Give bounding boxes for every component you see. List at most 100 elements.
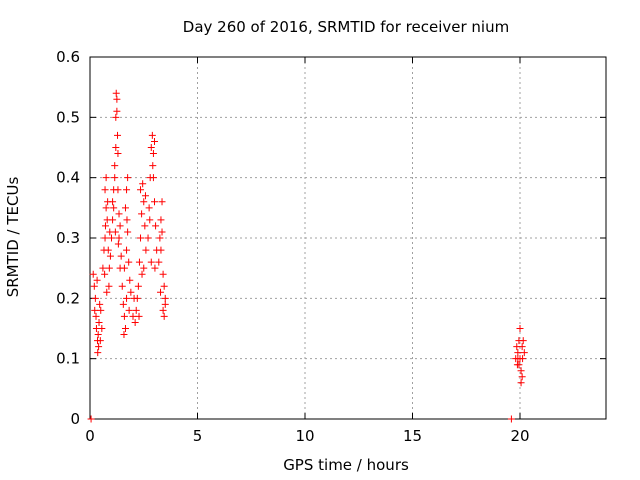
data-point (104, 246, 112, 254)
data-point (90, 282, 98, 290)
data-point (127, 288, 135, 296)
chart-title: Day 260 of 2016, SRMTID for receiver niu… (183, 18, 509, 36)
data-point (112, 113, 120, 121)
x-tick-label: 10 (295, 427, 314, 445)
data-point (132, 306, 140, 314)
plot-frame (89, 56, 607, 420)
data-point (91, 294, 99, 302)
x-tick-label: 20 (510, 427, 529, 445)
data-point (95, 343, 103, 351)
data-point (140, 198, 148, 206)
data-point (161, 294, 169, 302)
data-point (110, 204, 118, 212)
data-point (131, 318, 139, 326)
data-point (124, 228, 132, 236)
x-axis-label: GPS time / hours (283, 456, 409, 474)
x-axis: 0 5 10 15 20 (85, 57, 530, 445)
data-point (149, 162, 157, 170)
data-point (123, 216, 131, 224)
y-tick-label: 0.3 (56, 229, 80, 247)
data-point (157, 246, 165, 254)
data-point (137, 186, 145, 194)
data-point (137, 234, 145, 242)
data-point (102, 204, 110, 212)
data-point (513, 361, 521, 369)
data-point (144, 234, 152, 242)
data-point (114, 240, 122, 248)
data-point (161, 300, 169, 308)
data-point (94, 331, 102, 339)
data-point (130, 294, 138, 302)
data-point (114, 186, 122, 194)
data-point (158, 198, 166, 206)
data-point (101, 234, 109, 242)
data-point (520, 349, 528, 357)
data-point (96, 337, 104, 345)
data-point (121, 325, 129, 332)
data-point (515, 337, 523, 345)
data-point (119, 300, 127, 308)
y-axis: 0 0.1 0.2 0.3 0.4 0.5 0.6 (56, 48, 606, 428)
data-point (129, 312, 137, 320)
data-point (87, 415, 95, 423)
data-point (98, 325, 106, 332)
data-point (135, 258, 143, 266)
data-point (113, 95, 121, 103)
data-point (109, 198, 117, 206)
data-point (101, 270, 109, 278)
data-point (101, 186, 109, 194)
data-point (123, 294, 131, 302)
data-point (124, 174, 132, 182)
data-point (519, 355, 527, 363)
data-point (123, 246, 131, 254)
data-point (120, 264, 128, 272)
y-tick-label: 0.4 (56, 169, 80, 187)
data-point (103, 288, 111, 296)
data-point (101, 222, 109, 230)
data-point (134, 282, 142, 290)
data-point (160, 282, 168, 290)
data-point (95, 318, 103, 326)
data-point (148, 131, 156, 139)
data-point (139, 180, 147, 188)
scatter-series (87, 89, 528, 423)
data-point (140, 264, 148, 272)
data-point (159, 306, 167, 314)
data-point (123, 186, 131, 194)
x-tick-label: 5 (193, 427, 203, 445)
y-tick-label: 0.5 (56, 108, 80, 126)
data-point (141, 192, 149, 200)
data-point (151, 198, 158, 206)
data-point (93, 276, 101, 284)
data-point (116, 222, 124, 230)
data-point (152, 222, 160, 230)
data-point (92, 312, 100, 320)
data-point (514, 349, 522, 357)
x-tick-label: 15 (403, 427, 422, 445)
data-point (113, 107, 121, 115)
data-point (114, 150, 122, 158)
data-point (112, 144, 120, 151)
data-point (108, 234, 115, 242)
data-point (518, 343, 526, 351)
data-point (125, 306, 133, 314)
data-point (126, 276, 134, 284)
y-axis-label: SRMTID / TECUs (4, 177, 22, 298)
data-point (135, 312, 143, 320)
data-point (517, 367, 525, 375)
data-point (97, 306, 105, 314)
data-point (138, 270, 146, 278)
data-point (147, 144, 155, 151)
data-point (138, 210, 146, 218)
data-point (517, 379, 525, 387)
data-point (518, 373, 526, 381)
data-point (507, 415, 515, 423)
data-point (120, 312, 128, 320)
y-tick-label: 0.1 (56, 350, 80, 368)
data-point (157, 216, 165, 224)
data-point (115, 234, 123, 242)
data-point (151, 137, 158, 145)
data-point (149, 174, 157, 182)
data-point (516, 325, 524, 332)
